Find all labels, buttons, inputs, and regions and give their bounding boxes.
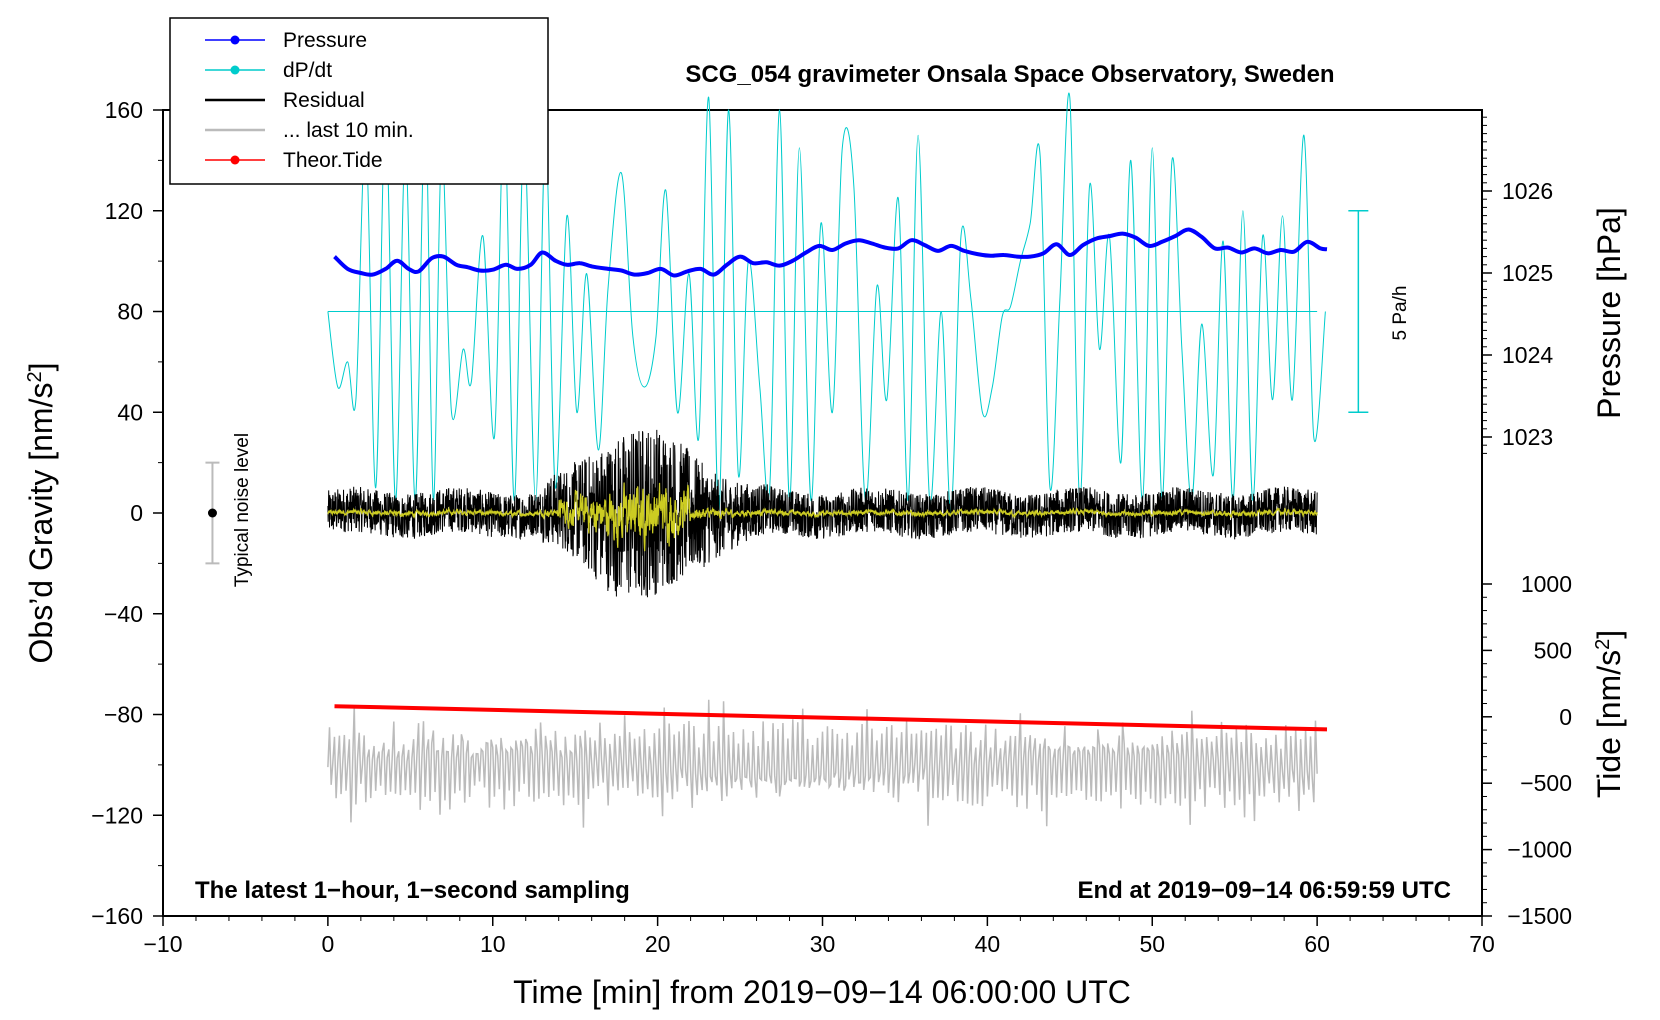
x-tick-label: 40 xyxy=(975,931,1001,957)
pressure-line xyxy=(333,227,1328,278)
pressure-series xyxy=(333,227,1328,278)
pressure-tick-label: 1024 xyxy=(1502,342,1553,368)
y-tick-label: 120 xyxy=(105,198,143,224)
legend-marker xyxy=(230,155,240,165)
residual-filtered-line xyxy=(327,482,1318,552)
noise-bar-dot xyxy=(207,508,217,518)
chart-title: SCG_054 gravimeter Onsala Space Observat… xyxy=(685,61,1334,88)
tide-tick-label: −1000 xyxy=(1507,837,1572,863)
legend-label: Theor.Tide xyxy=(283,149,383,172)
legend-label: dP/dt xyxy=(283,59,332,82)
y-tick-label: −160 xyxy=(91,903,143,929)
y-axis-label: Obs’d Gravity [nm/s2] xyxy=(23,363,59,664)
x-axis: −10 0 10 20 30 40 50 60 70 xyxy=(143,916,1495,957)
noise-level-label: Typical noise level xyxy=(232,433,253,587)
chart-extras xyxy=(205,461,220,565)
tide-tick-label: 500 xyxy=(1534,637,1572,663)
pressure-axis-label: Pressure [hPa] xyxy=(1591,207,1627,419)
x-tick-label: 70 xyxy=(1469,931,1495,957)
dpdt-line xyxy=(327,92,1326,514)
x-tick-label: 50 xyxy=(1139,931,1165,957)
tide-tick-label: −1500 xyxy=(1507,903,1572,929)
y-tick-label: 80 xyxy=(117,299,143,325)
legend-marker xyxy=(230,35,240,45)
y-tick-label: 40 xyxy=(117,399,143,425)
legend-label: ... last 10 min. xyxy=(283,119,414,142)
pressure-tick-label: 1025 xyxy=(1502,260,1553,286)
x-tick-label: 20 xyxy=(645,931,671,957)
legend: Pressure dP/dt Residual ... last 10 min. The… xyxy=(169,17,549,185)
y-tick-label: 0 xyxy=(130,500,143,526)
annotation-end-time: End at 2019−09−14 06:59:59 UTC xyxy=(1077,877,1451,904)
y-tick-label: −120 xyxy=(91,802,143,828)
last10-line xyxy=(327,699,1318,828)
annotation-sampling: The latest 1−hour, 1−second sampling xyxy=(195,877,630,904)
last10-series xyxy=(327,699,1318,828)
y-tick-label: 160 xyxy=(105,97,143,123)
tide-tick-label: 1000 xyxy=(1521,571,1572,597)
x-tick-label: 0 xyxy=(321,931,334,957)
y-tick-label: −80 xyxy=(104,702,143,728)
x-axis-label: Time [min] from 2019−09−14 06:00:00 UTC xyxy=(513,974,1131,1010)
pressure-tick-label: 1023 xyxy=(1502,424,1553,450)
tide-line xyxy=(334,704,1328,732)
dpdt-series xyxy=(327,92,1369,514)
legend-label: Pressure xyxy=(283,29,367,52)
tide-tick-label: −500 xyxy=(1520,770,1572,796)
pressure-tick-label: 1026 xyxy=(1502,178,1553,204)
scale-bar-label: 5 Pa/h xyxy=(1390,286,1411,341)
residual-series xyxy=(327,429,1318,598)
tide-axis: 1000 500 0 −500 −1000 −1500 xyxy=(1482,571,1572,929)
y-axis: 160 120 80 40 0 −40 −80 −120 −160 xyxy=(91,97,163,929)
x-tick-label: 60 xyxy=(1304,931,1330,957)
x-tick-label: 30 xyxy=(810,931,836,957)
x-tick-label: −10 xyxy=(143,931,182,957)
tide-tick-label: 0 xyxy=(1559,704,1572,730)
y-tick-label: −40 xyxy=(104,601,143,627)
legend-label: Residual xyxy=(283,89,365,112)
x-tick-label: 10 xyxy=(480,931,506,957)
legend-marker xyxy=(230,65,240,75)
tide-series xyxy=(334,704,1328,732)
pressure-axis: 1026 1025 1024 1023 xyxy=(1482,116,1553,454)
tide-axis-label: Tide [nm/s2] xyxy=(1591,630,1627,798)
